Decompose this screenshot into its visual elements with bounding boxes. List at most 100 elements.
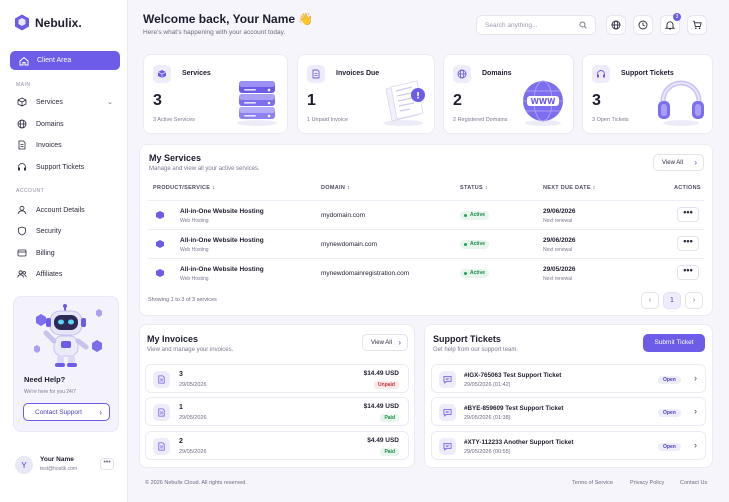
invoice-number: 3: [179, 371, 183, 378]
cube-icon: [156, 211, 164, 219]
headset-icon: [18, 163, 26, 171]
footer-link-privacy[interactable]: Privacy Policy: [630, 480, 665, 486]
status-badge: Open: [658, 376, 681, 384]
stat-count: 1: [307, 92, 316, 109]
server-stack-illustration: [237, 81, 277, 126]
table-row[interactable]: All-in-One Website Hosting Web Hosting m…: [148, 258, 704, 286]
column-label: NEXT DUE DATE: [543, 185, 591, 191]
table-row[interactable]: All-in-One Website Hosting Web Hosting m…: [148, 229, 704, 257]
services-view-all-button[interactable]: View All ›: [653, 154, 704, 171]
sidebar-item-account-details[interactable]: Account Details: [10, 201, 120, 219]
sidebar-item-label: Billing: [36, 249, 55, 257]
globe-icon: [453, 65, 471, 83]
footer-link-contact[interactable]: Contact Us: [680, 480, 708, 486]
sidebar-item-label: Support Tickets: [36, 163, 85, 171]
brand-logo[interactable]: Nebulix.: [14, 14, 82, 31]
search-input[interactable]: Search anything...: [476, 15, 596, 35]
clock-icon: [638, 20, 648, 30]
contact-support-button[interactable]: Contact Support ›: [23, 403, 110, 421]
cube-icon: [156, 269, 164, 277]
sidebar-item-client-area[interactable]: Client Area: [10, 51, 120, 70]
sidebar-item-domains[interactable]: Domains: [10, 115, 120, 133]
clock-button[interactable]: [633, 15, 653, 35]
sidebar-item-label: Account Details: [36, 206, 85, 214]
user-menu-button[interactable]: •••: [100, 458, 114, 470]
document-icon: [307, 65, 325, 83]
pagination-summary: Showing 1 to 3 of 3 services: [148, 297, 217, 303]
help-title: Need Help?: [24, 375, 66, 384]
sidebar-item-label: Security: [36, 227, 62, 235]
services-subtitle: Manage and view all your active services…: [149, 166, 260, 172]
user-profile[interactable]: Y Your Name test@hostlk.com •••: [13, 450, 119, 480]
invoice-row[interactable]: 1 29/05/2026 $14.49 USD Paid: [145, 397, 409, 426]
row-actions-button[interactable]: •••: [677, 265, 699, 280]
pagination-next-button[interactable]: ›: [685, 292, 703, 309]
column-header-status[interactable]: STATUS ↕: [460, 185, 488, 191]
cube-icon: [17, 97, 27, 107]
stat-label: Support Tickets: [621, 70, 674, 77]
pagination-page-button[interactable]: 1: [663, 292, 681, 309]
cart-button[interactable]: [687, 15, 707, 35]
service-domain[interactable]: mydomain.com: [321, 212, 366, 219]
chevron-right-icon: ›: [99, 407, 102, 417]
sidebar-item-security[interactable]: Security: [10, 222, 120, 240]
invoices-subtitle: View and manage your invoices.: [147, 347, 234, 353]
sidebar-item-support-tickets[interactable]: Support Tickets: [10, 158, 120, 176]
service-domain[interactable]: mynewdomain.com: [321, 241, 377, 248]
stat-count: 3: [153, 92, 162, 109]
due-date: 29/06/2026: [543, 237, 576, 244]
invoice-row[interactable]: 3 29/05/2026 $14.49 USD Unpaid: [145, 364, 409, 393]
ticket-date: 29/05/2026 (00:55): [464, 449, 511, 455]
invoice-date: 29/05/2026: [179, 415, 207, 421]
sidebar-item-label: Domains: [36, 120, 64, 128]
sidebar-item-billing[interactable]: Billing: [10, 244, 120, 262]
stat-card-services[interactable]: Services 3 3 Active Services: [143, 54, 288, 134]
service-domain[interactable]: mynewdomainregistration.com: [321, 270, 410, 277]
ticket-row[interactable]: #IGX-765063 Test Support Ticket 29/05/20…: [431, 364, 706, 393]
ticket-date: 29/05/2026 (01:42): [464, 382, 511, 388]
ticket-row[interactable]: #BYE-859609 Test Support Ticket 29/05/20…: [431, 397, 706, 426]
sidebar-item-services[interactable]: Services ⌄: [10, 93, 120, 111]
due-date: 29/06/2026: [543, 208, 576, 215]
sidebar-section-account: ACCOUNT: [16, 188, 45, 194]
notifications-button[interactable]: 3: [660, 13, 681, 35]
stat-card-domains[interactable]: Domains 2 2 Registered Domains WWW: [443, 54, 574, 134]
submit-ticket-button[interactable]: Submit Ticket: [643, 334, 705, 352]
stat-card-invoices-due[interactable]: Invoices Due 1 1 Unpaid Invoice !: [297, 54, 435, 134]
robot-illustration: [34, 304, 102, 367]
column-header-next-due-date[interactable]: NEXT DUE DATE ↕: [543, 185, 596, 191]
sort-icon: ↕: [592, 185, 596, 191]
sidebar: Nebulix. Client Area MAIN Services ⌄ Dom…: [0, 0, 128, 502]
sidebar-item-invoices[interactable]: Invoices: [10, 136, 120, 154]
sidebar-item-label: Invoices: [36, 141, 62, 149]
row-actions-button[interactable]: •••: [677, 207, 699, 222]
tickets-subtitle: Get help from our support team.: [433, 347, 519, 353]
stat-description: 3 Active Services: [153, 117, 195, 123]
services-title: My Services: [149, 153, 202, 163]
service-type: Web Hosting: [180, 276, 209, 282]
ticket-title: #BYE-859609 Test Support Ticket: [464, 405, 564, 412]
invoices-view-all-button[interactable]: View All ›: [362, 334, 408, 351]
pagination-prev-button[interactable]: ‹: [641, 292, 659, 309]
sidebar-item-label: Services: [36, 98, 63, 106]
column-header-product[interactable]: PRODUCT/SERVICE ↕: [153, 185, 215, 191]
table-row[interactable]: All-in-One Website Hosting Web Hosting m…: [148, 200, 704, 228]
chevron-right-icon: ›: [692, 297, 696, 304]
invoice-date: 29/05/2026: [179, 382, 207, 388]
language-button[interactable]: [606, 15, 626, 35]
sidebar-item-affiliates[interactable]: Affiliates: [10, 265, 120, 283]
stat-card-support-tickets[interactable]: Support Tickets 3 3 Open Tickets: [582, 54, 713, 134]
view-all-label: View All: [662, 159, 683, 166]
brand-name: Nebulix.: [35, 15, 82, 30]
headphones-illustration: [658, 80, 704, 126]
status-badge: Paid: [380, 448, 399, 456]
chevron-right-icon: ›: [694, 440, 697, 450]
column-header-domain[interactable]: DOMAIN ↕: [321, 185, 350, 191]
footer-link-terms[interactable]: Terms of Service: [572, 480, 613, 486]
row-actions-button[interactable]: •••: [677, 236, 699, 251]
chevron-right-icon: ›: [694, 406, 697, 416]
ticket-row[interactable]: #XTY-112233 Another Support Ticket 29/05…: [431, 431, 706, 460]
invoice-row[interactable]: 2 29/05/2026 $4.49 USD Paid: [145, 431, 409, 460]
sort-icon: ↕: [212, 185, 216, 191]
search-icon: [579, 21, 587, 29]
